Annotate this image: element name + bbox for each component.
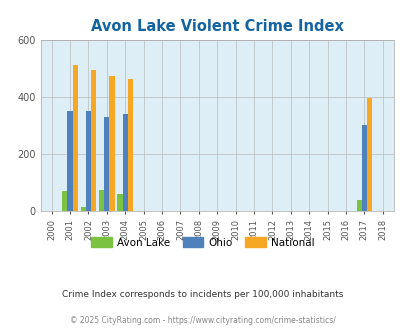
Bar [109, 76, 114, 211]
Bar [117, 194, 122, 211]
Text: Crime Index corresponds to incidents per 100,000 inhabitants: Crime Index corresponds to incidents per… [62, 290, 343, 299]
Bar [104, 117, 109, 211]
Bar [128, 79, 132, 211]
Bar [81, 207, 85, 211]
Bar [122, 114, 128, 211]
Legend: Avon Lake, Ohio, National: Avon Lake, Ohio, National [87, 233, 318, 252]
Bar [356, 200, 361, 211]
Bar [72, 65, 78, 211]
Bar [62, 191, 67, 211]
Bar [361, 125, 366, 211]
Bar [99, 190, 104, 211]
Text: © 2025 CityRating.com - https://www.cityrating.com/crime-statistics/: © 2025 CityRating.com - https://www.city… [70, 316, 335, 325]
Bar [366, 98, 371, 211]
Bar [67, 111, 72, 211]
Bar [85, 111, 91, 211]
Title: Avon Lake Violent Crime Index: Avon Lake Violent Crime Index [91, 19, 343, 34]
Bar [91, 70, 96, 211]
